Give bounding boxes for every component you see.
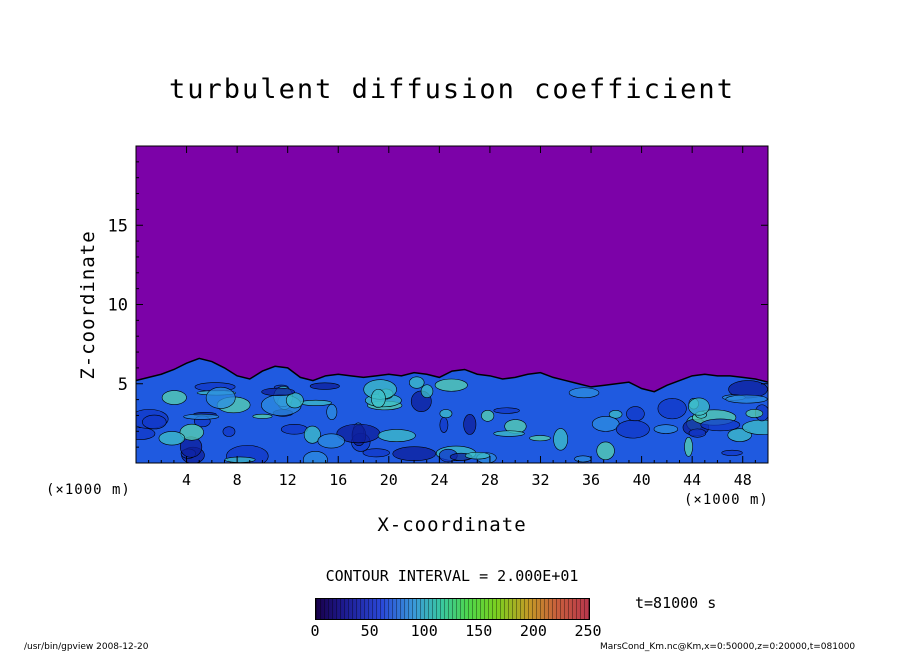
eddy-cell [226, 445, 269, 463]
eddy-cell [252, 413, 273, 419]
y-tick-label: 10 [108, 296, 128, 316]
eddy-cell [439, 409, 453, 419]
eddy-cell [608, 409, 623, 419]
eddy-cell [224, 456, 256, 463]
eddy-cell [464, 451, 491, 460]
colorbar [315, 598, 590, 620]
y-axis-ticks: 5 10 15 [108, 161, 768, 448]
eddy-cell [299, 399, 332, 406]
eddy-cell [303, 425, 321, 444]
eddy-cell [205, 386, 236, 409]
eddy-cell [222, 426, 236, 437]
eddy-cell [309, 382, 340, 390]
x-tick-label: 24 [430, 471, 448, 489]
eddy-cell [553, 428, 568, 451]
eddy-cell [285, 392, 304, 409]
colorbar-tick-label: 250 [574, 622, 602, 640]
x-axis-ticks: 4 8 12 16 20 24 28 32 36 40 44 48 [148, 146, 756, 489]
y-axis-label: Z-coordinate [77, 230, 99, 380]
x-tick-label: 4 [182, 471, 191, 489]
x-tick-label: 36 [582, 471, 600, 489]
y-tick-label: 15 [108, 216, 128, 236]
eddy-cell [434, 378, 468, 392]
eddy-cell [142, 414, 167, 430]
eddy-cell [653, 424, 679, 434]
x-tick-label: 40 [633, 471, 651, 489]
eddy-cell [481, 409, 495, 422]
x-tick-label: 48 [734, 471, 752, 489]
eddy-cell [626, 406, 645, 422]
eddy-cell [420, 384, 434, 398]
eddy-cell [493, 407, 520, 414]
eddy-cell [463, 414, 477, 435]
eddy-cell [377, 429, 416, 443]
colorbar-stripes [316, 599, 589, 619]
eddy-cell [742, 419, 768, 435]
eddy-cell [596, 441, 615, 461]
eddy-cell [721, 449, 743, 456]
eddy-cell [183, 413, 220, 420]
eddy-cell [657, 398, 687, 420]
colorbar-tick-label: 200 [519, 622, 547, 640]
y-tick-label: 5 [118, 375, 128, 395]
eddy-cell [362, 448, 390, 458]
contour-interval-label: CONTOUR INTERVAL = 2.000E+01 [325, 567, 579, 585]
eddy-cell [700, 418, 741, 432]
eddy-cell [136, 427, 156, 440]
chart-title: turbulent diffusion coefficient [169, 74, 735, 105]
x-unit-label-left: (×1000 m) [46, 482, 131, 498]
x-tick-label: 20 [380, 471, 398, 489]
eddy-cell [688, 397, 710, 416]
x-tick-label: 12 [279, 471, 297, 489]
x-tick-label: 8 [233, 471, 242, 489]
colorbar-tick-label: 150 [465, 622, 493, 640]
colorbar-tick-label: 0 [310, 622, 320, 640]
eddy-cell [161, 390, 187, 405]
eddy-cell [574, 455, 592, 463]
colorbar-tick-label: 100 [410, 622, 438, 640]
x-unit-label-right: (×1000 m) [684, 492, 769, 508]
eddy-cell [409, 376, 425, 389]
time-label: t=81000 s [635, 594, 717, 612]
eddy-cell [493, 430, 525, 437]
eddy-cell [280, 423, 308, 435]
eddy-cell [727, 428, 752, 442]
eddy-cell [317, 433, 345, 449]
eddy-cell [688, 428, 707, 438]
eddy-cell [326, 404, 338, 421]
eddy-cell [439, 417, 449, 433]
boundary-layer-contour [136, 357, 768, 393]
eddy-cell [568, 387, 600, 399]
eddy-cell [261, 387, 295, 396]
eddy-cell [370, 388, 386, 408]
x-tick-label: 44 [683, 471, 701, 489]
eddy-cell [745, 408, 764, 418]
eddy-cell [684, 436, 693, 457]
footer-data-info: MarsCond_Km.nc@Km,x=0:50000,z=0:20000,t=… [600, 642, 856, 652]
eddy-cell [725, 394, 768, 404]
turbulent-layer [136, 357, 768, 463]
eddy-cell [615, 420, 650, 439]
eddy-cell [158, 431, 186, 446]
x-tick-label: 28 [481, 471, 499, 489]
colorbar-tick-label: 50 [360, 622, 379, 640]
x-tick-label: 32 [531, 471, 549, 489]
x-tick-label: 16 [329, 471, 347, 489]
footer-program-info: /usr/bin/gpview 2008-12-20 [24, 642, 149, 652]
eddy-cell [529, 435, 551, 442]
eddy-cell [591, 416, 620, 432]
eddy-cell [179, 423, 204, 441]
eddy-structures [136, 376, 768, 463]
x-axis-label: X-coordinate [377, 514, 527, 536]
eddy-cell [392, 446, 437, 462]
eddy-cell [302, 451, 328, 463]
